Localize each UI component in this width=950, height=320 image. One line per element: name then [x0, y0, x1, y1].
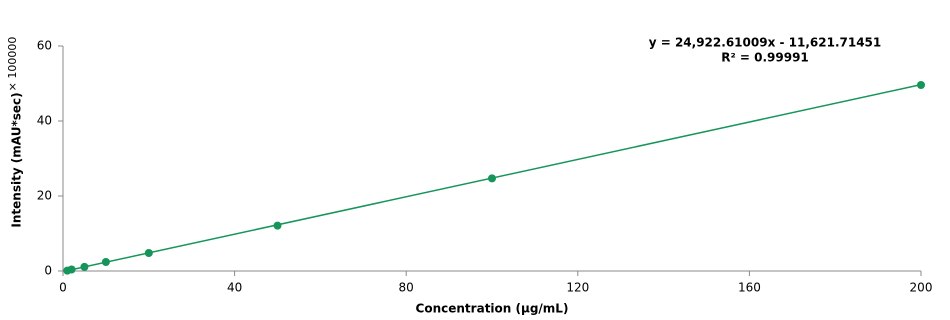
- y-tick-label: 40: [37, 114, 52, 128]
- data-point: [67, 265, 76, 274]
- y-tick-label: 0: [44, 264, 52, 278]
- y-axis-multiplier: × 100000: [6, 37, 19, 92]
- x-tick-label: 0: [59, 281, 67, 295]
- x-tick-label: 120: [566, 281, 589, 295]
- x-tick-label: 80: [399, 281, 414, 295]
- data-point: [80, 262, 89, 271]
- r-squared: R² = 0.99991: [721, 51, 809, 65]
- x-tick-label: 40: [227, 281, 242, 295]
- y-tick-label: 20: [37, 189, 52, 203]
- trendline-equation: y = 24,922.61009x - 11,621.71451: [649, 36, 882, 50]
- data-point: [273, 221, 282, 230]
- y-axis-title: Intensity (mAU*sec): [10, 92, 24, 227]
- data-point: [144, 249, 153, 257]
- x-tick-label: 160: [738, 281, 761, 295]
- data-point: [488, 174, 496, 183]
- y-tick-label: 60: [37, 39, 52, 53]
- data-point: [917, 81, 925, 89]
- data-point: [101, 258, 110, 266]
- x-tick-label: 200: [910, 281, 933, 295]
- x-axis-title: Concentration (µg/mL): [416, 302, 569, 316]
